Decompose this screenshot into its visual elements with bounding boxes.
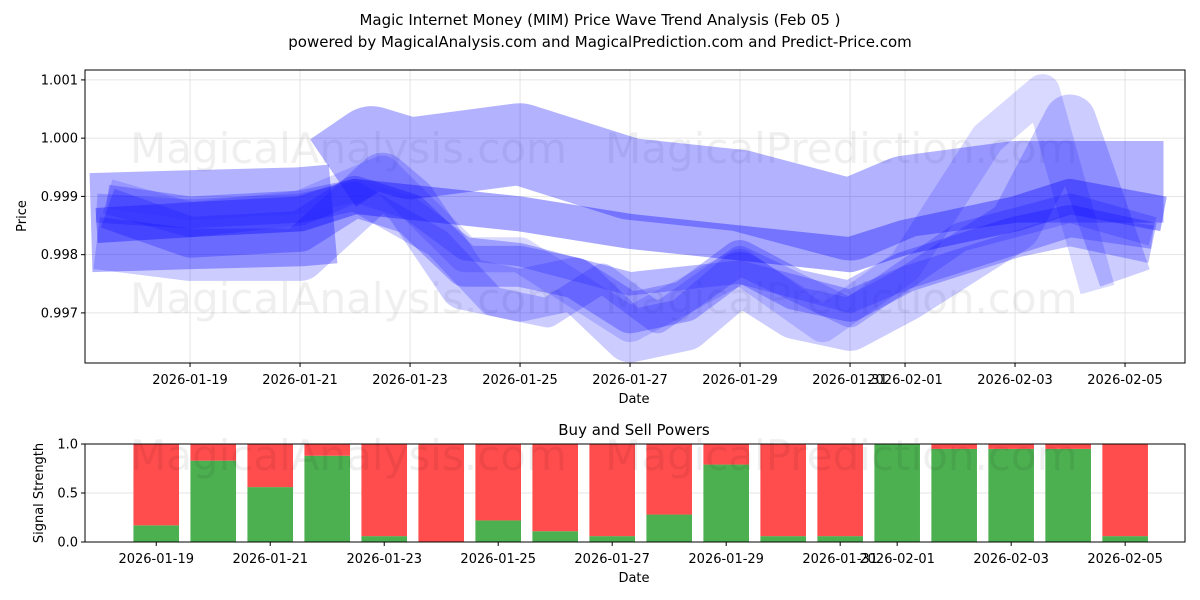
wave-band [89, 164, 350, 273]
signal-xlabel: Date [618, 571, 649, 586]
signal-title: Buy and Sell Powers [558, 421, 710, 439]
x-tick-label: 2026-02-05 [1087, 552, 1163, 567]
buy-bar [646, 514, 692, 542]
wave-band [310, 103, 1164, 261]
y-tick-label: 0.998 [41, 248, 78, 263]
sell-bar [817, 444, 863, 537]
x-tick-label: 2026-02-03 [977, 373, 1053, 388]
price-grid [85, 70, 1185, 363]
buy-bar [1102, 536, 1148, 542]
signal-chart: Buy and Sell Powers MagicalAnalysis.com … [32, 421, 1186, 586]
buy-bar [817, 536, 863, 542]
x-tick-label: 2026-01-25 [482, 373, 558, 388]
watermark: MagicalAnalysis.com [130, 124, 567, 173]
x-tick-label: 2026-02-01 [859, 552, 935, 567]
price-bands [89, 74, 1167, 363]
buy-bar [190, 460, 237, 542]
buy-bar [1045, 448, 1091, 542]
x-tick-label: 2026-01-29 [702, 373, 778, 388]
x-tick-label: 2026-02-03 [973, 552, 1049, 567]
sell-bar [475, 444, 522, 521]
x-tick-label: 2026-01-27 [592, 373, 668, 388]
watermark: MagicalPrediction.com [605, 274, 1078, 323]
y-tick-label: 1.000 [41, 132, 78, 147]
x-tick-label: 2026-01-23 [346, 552, 422, 567]
x-tick-label: 2026-01-31 [802, 552, 878, 567]
signal-bars [133, 444, 1148, 542]
wave-band [93, 94, 1150, 363]
buy-bar [133, 525, 180, 542]
x-tick-label: 2026-01-29 [688, 552, 764, 567]
chart-subtitle: powered by MagicalAnalysis.com and Magic… [288, 33, 912, 51]
x-tick-label: 2026-01-19 [118, 552, 194, 567]
price-ylabel: Price [15, 200, 30, 232]
x-tick-label: 2026-01-21 [232, 552, 308, 567]
wave-band [100, 175, 1157, 334]
wave-band [95, 178, 1167, 273]
x-tick-label: 2026-01-19 [152, 373, 228, 388]
buy-bar [874, 444, 920, 542]
price-ticks: 0.997 0.998 0.999 1.000 1.001 2026-01-19 2026-… [41, 73, 1163, 388]
sell-bar [190, 444, 237, 461]
sell-bar [760, 444, 806, 537]
watermark: MagicalPrediction.com [605, 431, 1078, 480]
watermark: MagicalPrediction.com [605, 124, 1078, 173]
sell-bar [988, 444, 1034, 449]
x-tick-label: 2026-01-21 [262, 373, 338, 388]
sell-bar [589, 444, 635, 537]
wave-band [105, 178, 1155, 313]
buy-bar [703, 464, 749, 542]
x-tick-label: 2026-01-23 [372, 373, 448, 388]
y-tick-label: 1.0 [57, 438, 78, 453]
sell-bar [304, 444, 351, 456]
watermark: MagicalAnalysis.com [130, 431, 567, 480]
buy-bar [760, 536, 806, 542]
price-plot-frame [84, 69, 1186, 364]
watermark: MagicalAnalysis.com [130, 274, 567, 323]
signal-ylabel: Signal Strength [32, 443, 47, 543]
x-tick-label: 2026-02-01 [867, 373, 943, 388]
wave-band [95, 181, 1157, 334]
sell-bar [247, 444, 294, 488]
signal-ticks: 0.0 0.5 1.0 2026-01-19 2026-01-21 2026-01-23 2… [57, 438, 1163, 568]
buy-bar [304, 455, 351, 542]
y-tick-label: 1.001 [41, 73, 78, 88]
sell-bar [703, 444, 749, 465]
buy-bar [589, 536, 635, 542]
y-tick-label: 0.5 [57, 487, 78, 502]
y-tick-label: 0.997 [41, 306, 78, 321]
buy-bar [988, 448, 1034, 542]
sell-bar [418, 444, 465, 542]
sell-bar [931, 444, 977, 449]
price-chart: MagicalAnalysis.com MagicalPrediction.co… [15, 69, 1186, 407]
price-xlabel: Date [618, 392, 649, 407]
x-tick-label: 2026-01-27 [574, 552, 650, 567]
sell-bar [646, 444, 692, 515]
buy-bar [532, 531, 579, 542]
y-tick-label: 0.0 [57, 536, 78, 551]
sell-bar [133, 444, 180, 526]
y-tick-label: 0.999 [41, 190, 78, 205]
buy-bar [247, 487, 294, 542]
wave-band [102, 74, 1115, 343]
chart-title: Magic Internet Money (MIM) Price Wave Tr… [359, 11, 840, 29]
sell-bar [1102, 444, 1148, 537]
sell-bar [532, 444, 579, 532]
x-tick-label: 2026-01-31 [812, 373, 888, 388]
sell-bar [361, 444, 408, 537]
x-tick-label: 2026-02-05 [1087, 373, 1163, 388]
sell-bar [1045, 444, 1091, 449]
buy-bar [475, 520, 522, 542]
x-tick-label: 2026-01-25 [460, 552, 536, 567]
buy-bar [361, 536, 408, 542]
buy-bar [931, 448, 977, 542]
